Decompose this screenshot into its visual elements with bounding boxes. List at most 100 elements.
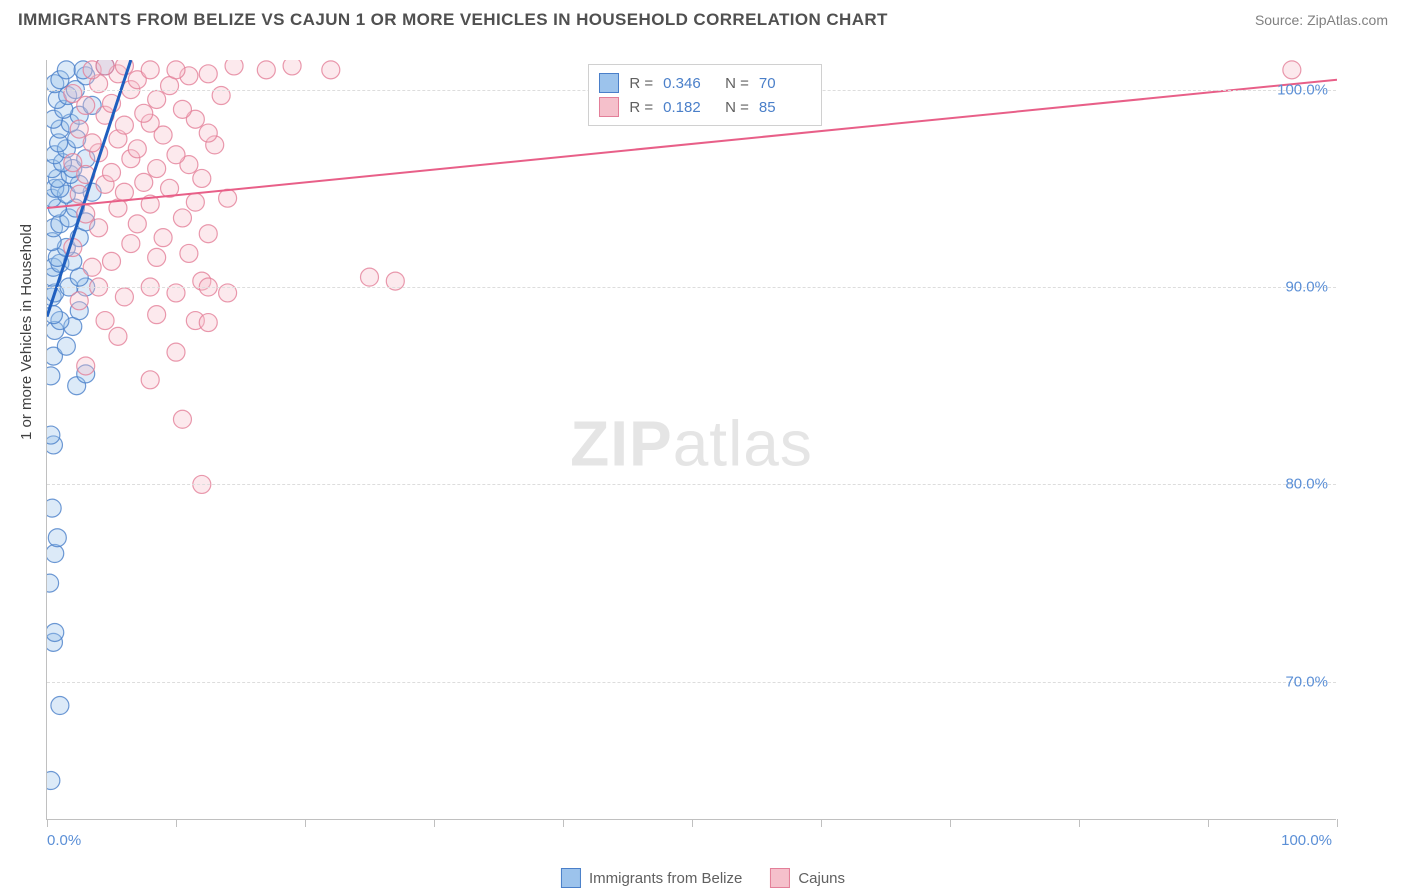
scatter-point xyxy=(47,545,64,563)
scatter-point xyxy=(167,61,185,79)
y-tick-label: 80.0% xyxy=(1285,476,1328,493)
scatter-point xyxy=(173,100,191,118)
y-tick-label: 100.0% xyxy=(1277,81,1328,98)
scatter-point xyxy=(96,312,114,330)
scatter-point xyxy=(115,288,133,306)
legend-n-value: 85 xyxy=(759,99,811,116)
legend-swatch xyxy=(599,97,619,117)
scatter-point xyxy=(48,529,66,547)
scatter-point xyxy=(199,124,217,142)
x-tick xyxy=(950,819,951,827)
x-tick xyxy=(1079,819,1080,827)
bottom-legend: Immigrants from Belize Cajuns xyxy=(561,868,845,888)
x-tick-label: 100.0% xyxy=(1281,832,1332,849)
scatter-point xyxy=(103,252,121,270)
scatter-point xyxy=(141,371,159,389)
legend-item: Immigrants from Belize xyxy=(561,868,742,888)
chart-title: IMMIGRANTS FROM BELIZE VS CAJUN 1 OR MOR… xyxy=(18,10,888,30)
scatter-point xyxy=(47,426,60,444)
scatter-point xyxy=(115,116,133,134)
scatter-point xyxy=(96,60,114,75)
scatter-point xyxy=(148,248,166,266)
x-tick xyxy=(1337,819,1338,827)
plot-area: ZIPatlas 70.0%80.0%90.0%100.0%0.0%100.0%… xyxy=(46,60,1336,820)
x-tick xyxy=(434,819,435,827)
scatter-point xyxy=(122,235,140,253)
legend-stats-row: R = 0.182 N = 85 xyxy=(599,95,811,119)
scatter-point xyxy=(57,61,75,79)
scatter-point xyxy=(47,623,64,641)
scatter-point xyxy=(128,140,146,158)
scatter-point xyxy=(1283,61,1301,79)
scatter-svg xyxy=(47,60,1337,820)
scatter-point xyxy=(57,337,75,355)
legend-r-label: R = xyxy=(629,99,653,116)
chart-container: ZIPatlas 70.0%80.0%90.0%100.0%0.0%100.0%… xyxy=(46,60,1386,820)
scatter-point xyxy=(225,60,243,75)
scatter-point xyxy=(193,169,211,187)
scatter-point xyxy=(322,61,340,79)
legend-stats-row: R =0.346N =70 xyxy=(599,71,811,95)
x-tick-label: 0.0% xyxy=(47,832,81,849)
scatter-point xyxy=(51,697,69,715)
scatter-point xyxy=(64,85,82,103)
x-tick xyxy=(692,819,693,827)
scatter-point xyxy=(283,60,301,75)
scatter-point xyxy=(47,574,59,592)
legend-n-label: N = xyxy=(725,75,749,92)
scatter-point xyxy=(47,772,60,790)
scatter-point xyxy=(135,104,153,122)
x-tick xyxy=(821,819,822,827)
scatter-point xyxy=(83,134,101,152)
x-tick xyxy=(563,819,564,827)
scatter-point xyxy=(77,357,95,375)
legend-r-value: 0.346 xyxy=(663,75,715,92)
gridline xyxy=(47,484,1336,485)
scatter-point xyxy=(257,61,275,79)
legend-label: Cajuns xyxy=(798,870,845,887)
scatter-point xyxy=(135,173,153,191)
scatter-point xyxy=(115,183,133,201)
scatter-point xyxy=(361,268,379,286)
x-tick xyxy=(1208,819,1209,827)
scatter-point xyxy=(70,292,88,310)
legend-label: Immigrants from Belize xyxy=(589,870,742,887)
legend-n-value: 70 xyxy=(759,75,811,92)
scatter-point xyxy=(148,306,166,324)
legend-item: Cajuns xyxy=(770,868,845,888)
scatter-point xyxy=(186,193,204,211)
scatter-point xyxy=(154,229,172,247)
scatter-point xyxy=(64,154,82,172)
scatter-point xyxy=(148,90,166,108)
scatter-point xyxy=(109,327,127,345)
scatter-point xyxy=(47,367,60,385)
y-tick-label: 70.0% xyxy=(1285,673,1328,690)
scatter-point xyxy=(47,499,61,517)
legend-stats-box: R = 0.346 N = 70 R = 0.182 N = 85 xyxy=(588,64,822,126)
x-tick xyxy=(305,819,306,827)
legend-r-value: 0.182 xyxy=(663,99,715,116)
source-label: Source: ZipAtlas.com xyxy=(1255,12,1388,28)
x-tick xyxy=(176,819,177,827)
scatter-point xyxy=(167,146,185,164)
y-tick-label: 90.0% xyxy=(1285,279,1328,296)
scatter-point xyxy=(199,314,217,332)
scatter-point xyxy=(173,209,191,227)
gridline xyxy=(47,682,1336,683)
chart-header: IMMIGRANTS FROM BELIZE VS CAJUN 1 OR MOR… xyxy=(0,0,1406,36)
scatter-point xyxy=(199,225,217,243)
scatter-point xyxy=(103,164,121,182)
legend-swatch xyxy=(561,868,581,888)
scatter-point xyxy=(90,219,108,237)
scatter-point xyxy=(70,120,88,138)
legend-swatch xyxy=(770,868,790,888)
legend-n-label: N = xyxy=(725,99,749,116)
gridline xyxy=(47,287,1336,288)
scatter-point xyxy=(128,215,146,233)
x-tick xyxy=(47,819,48,827)
scatter-point xyxy=(173,410,191,428)
scatter-point xyxy=(199,65,217,83)
scatter-point xyxy=(180,244,198,262)
scatter-point xyxy=(167,343,185,361)
y-axis-label: 1 or more Vehicles in Household xyxy=(18,224,35,440)
